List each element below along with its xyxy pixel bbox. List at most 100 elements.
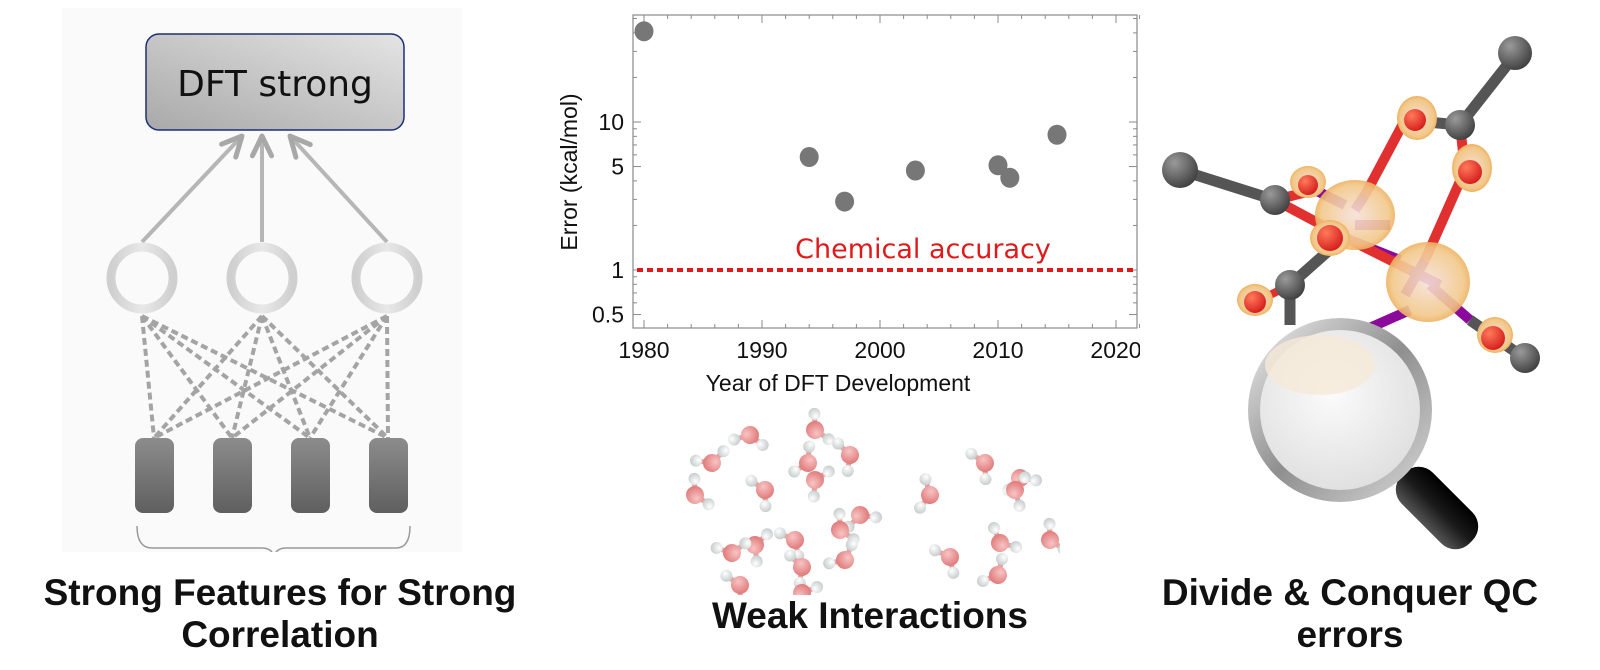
error-chart: 1980 1990 2000 2010 2020 0.5 1 5 10 Chemical ac… [556, 14, 1140, 396]
output-box-label: DFT strong [177, 64, 373, 105]
oxygen-atom [841, 446, 859, 464]
input-node [135, 438, 174, 513]
water-molecule [793, 581, 823, 595]
minor-ticks [633, 15, 1140, 328]
oxygen-atom [786, 531, 804, 549]
hydrogen-atom [919, 473, 932, 486]
hydrogen-atom [1029, 474, 1042, 487]
molecule-illustration [1162, 36, 1540, 550]
hydrogen-atom [702, 498, 715, 511]
hydrogen-atom [728, 433, 741, 446]
data-point [905, 160, 925, 181]
hydrogen-atom [965, 447, 978, 460]
hydrogen-atom [869, 511, 882, 524]
x-tick-label: 1980 [618, 337, 669, 363]
water-molecule [784, 549, 811, 589]
dashed-connection [140, 315, 156, 439]
hydrogen-atom [688, 472, 701, 485]
hydrogen-atom [988, 522, 1000, 534]
hydrogen-atom [928, 544, 941, 557]
hydrogen-atom [979, 473, 992, 486]
water-molecule [710, 537, 752, 562]
y-tick-label: 0.5 [592, 302, 624, 328]
water-molecule [806, 407, 835, 446]
hydrogen-atom [739, 537, 752, 550]
dashed-connection [308, 314, 389, 440]
data-point [1047, 124, 1067, 145]
oxygen-atom [793, 558, 811, 576]
oxygen-atom [703, 454, 721, 472]
electron-density-clouds [1237, 96, 1513, 353]
x-tick-label: 2010 [972, 337, 1023, 363]
input-node [369, 438, 408, 513]
hydrogen-atom [822, 433, 835, 446]
hydrogen-atom [1013, 499, 1026, 512]
hidden-node [226, 242, 298, 314]
caption-right-line-2: errors [1296, 614, 1404, 655]
water-molecules [686, 407, 1060, 595]
hydrogen-atom [784, 549, 797, 562]
oxygen-atom [686, 486, 704, 504]
neural-network-diagram: DFT strong [62, 8, 462, 552]
hydrogen-atom [761, 528, 774, 541]
hydrogen-atom [996, 553, 1008, 565]
water-molecule [914, 473, 939, 514]
data-point [1000, 167, 1020, 188]
water-molecule [832, 437, 859, 477]
oxygen-atom [991, 534, 1009, 552]
water-molecule [788, 440, 817, 478]
oxygen-atom [723, 544, 741, 562]
oxygen-atom [741, 426, 759, 444]
oxygen-atom [851, 506, 869, 524]
diagram-canvas: DFT strong [106, 33, 423, 552]
dashed-edges [140, 314, 390, 440]
caption-left-line-1: Strong Features for Strong [43, 572, 517, 613]
x-tick-label: 1990 [736, 337, 787, 363]
dashed-connection [141, 314, 389, 440]
hydrogen-atom [1010, 541, 1022, 553]
hydrogen-atom [710, 541, 723, 554]
water-molecule [977, 553, 1008, 587]
water-molecule [1041, 517, 1060, 556]
solid-connection [140, 134, 244, 244]
hydrogen-atom [1018, 471, 1031, 484]
hydrogen-atom [841, 464, 854, 477]
hydrogen-atom [788, 465, 801, 478]
water-molecule [728, 426, 769, 451]
water-molecule [746, 528, 774, 568]
oxygen-atoms [1244, 109, 1505, 350]
curly-brace [136, 525, 411, 552]
water-molecule [965, 447, 994, 486]
oxygen-atom [756, 481, 774, 499]
hydrogen-atom [808, 407, 821, 420]
water-molecule [690, 445, 730, 472]
dashed-connection [140, 314, 312, 440]
y-tick-label: 5 [611, 154, 624, 180]
oxygen-atom [836, 551, 854, 569]
caption-right-line-1: Divide & Conquer QC [1161, 572, 1539, 613]
arrow-head [249, 133, 275, 159]
hidden-nodes [106, 242, 423, 314]
hydrogen-atom [690, 454, 703, 467]
dashed-connection [230, 315, 264, 439]
x-tick-label: 2020 [1090, 337, 1140, 363]
hydrogen-atom [845, 538, 858, 551]
caption-weak-interactions: Weak Interactions [712, 595, 1028, 636]
hydrogen-atom [947, 566, 960, 579]
oxygen-atom [941, 548, 959, 566]
y-axis-label: Error (kcal/mol) [556, 93, 582, 250]
data-point [988, 155, 1008, 176]
water-molecule [823, 538, 858, 570]
hydrogen-atom [720, 569, 733, 582]
x-tick-label: 2000 [854, 337, 905, 363]
hydrogen-atom [773, 527, 786, 540]
y-tick-labels: 0.5 1 5 10 [592, 109, 624, 328]
oxygen-atom [731, 576, 749, 594]
oxygen-atom [831, 521, 849, 539]
y-tick-label: 1 [611, 257, 624, 283]
hydrogen-atom [977, 575, 989, 587]
hydrogen-atom [756, 438, 769, 451]
water-molecule [720, 569, 749, 595]
water-cluster-illustration [686, 407, 1060, 595]
oxygen-atom [1006, 481, 1024, 499]
